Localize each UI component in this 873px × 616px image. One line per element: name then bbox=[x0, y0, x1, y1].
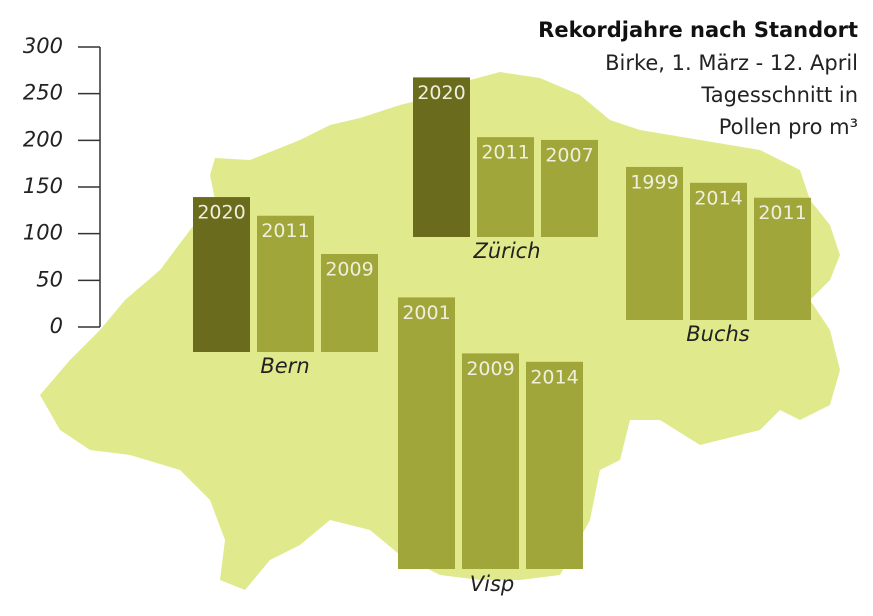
bar bbox=[754, 197, 811, 320]
y-tick-label: 100 bbox=[23, 221, 63, 245]
y-tick-label: 250 bbox=[23, 81, 63, 105]
y-tick-label: 200 bbox=[23, 127, 63, 151]
bar bbox=[413, 77, 470, 238]
group-label: Visp bbox=[470, 572, 514, 596]
bar bbox=[462, 353, 519, 569]
bar-category-label: 2014 bbox=[694, 187, 742, 209]
group-label: Buchs bbox=[686, 322, 750, 346]
y-tick-label: 50 bbox=[36, 267, 63, 291]
y-tick-label: 300 bbox=[23, 34, 63, 58]
bar bbox=[477, 137, 534, 237]
bar bbox=[626, 166, 683, 320]
bar-category-label: 2011 bbox=[481, 142, 529, 164]
bar-category-label: 2011 bbox=[758, 202, 806, 224]
bar-category-label: 2020 bbox=[417, 82, 465, 104]
chart-subtitle: Pollen pro m³ bbox=[719, 115, 858, 139]
bar bbox=[257, 215, 314, 352]
group-label: Bern bbox=[260, 354, 309, 378]
group-label: Zürich bbox=[472, 239, 540, 263]
bar-category-label: 2007 bbox=[545, 144, 593, 166]
chart-subtitle: Birke, 1. März - 12. April bbox=[605, 51, 858, 75]
bar-category-label: 2011 bbox=[261, 220, 309, 242]
bar-category-label: 2001 bbox=[402, 302, 450, 324]
chart-subtitle: Tagesschnitt in bbox=[700, 83, 858, 107]
y-tick-label: 150 bbox=[23, 174, 63, 198]
bar bbox=[398, 297, 455, 569]
bar-category-label: 2009 bbox=[325, 259, 373, 281]
bar bbox=[526, 361, 583, 569]
bar-category-label: 2020 bbox=[197, 202, 245, 224]
y-tick-label: 0 bbox=[50, 314, 63, 338]
bar-category-label: 2009 bbox=[466, 358, 514, 380]
bar bbox=[541, 139, 598, 237]
bar-category-label: 2014 bbox=[530, 366, 578, 388]
bar-category-label: 1999 bbox=[630, 171, 678, 193]
bar bbox=[193, 197, 250, 352]
chart-title: Rekordjahre nach Standort bbox=[538, 18, 858, 42]
bar bbox=[690, 182, 747, 320]
bar bbox=[321, 254, 378, 352]
